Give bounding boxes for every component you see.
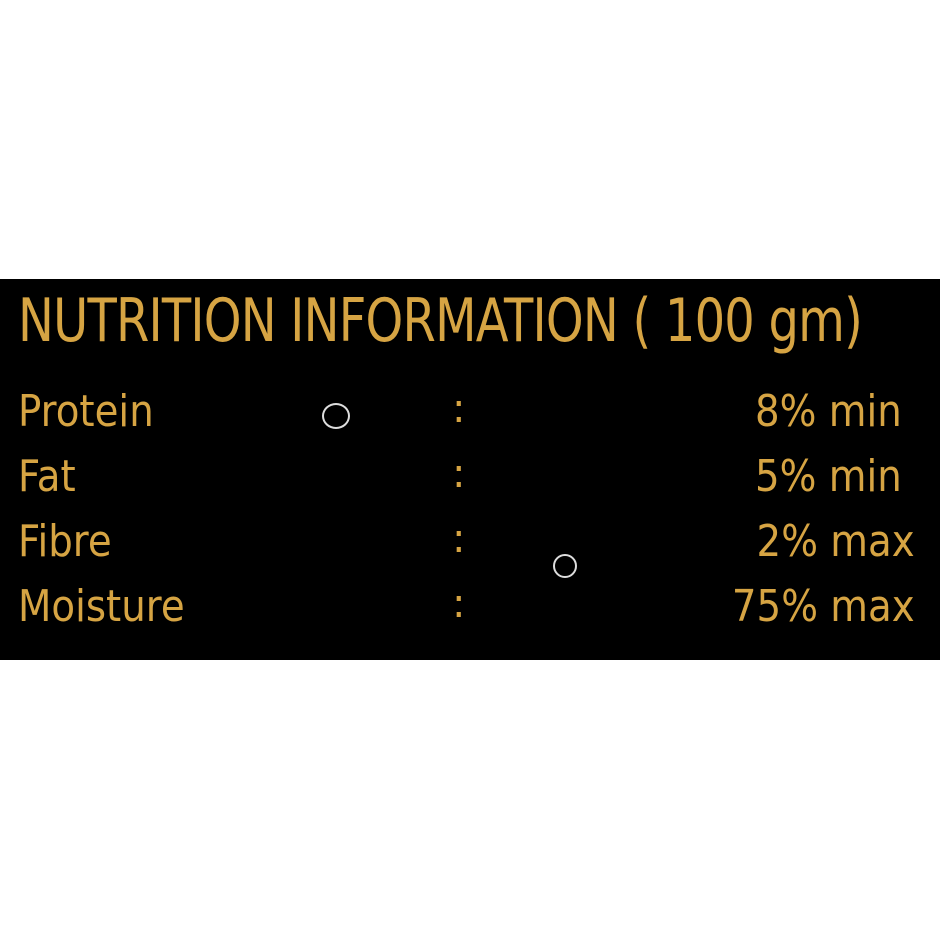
row-value: 75% max bbox=[732, 581, 915, 632]
circle-mark-icon bbox=[322, 403, 350, 429]
nutrition-row-protein: Protein : 8% min bbox=[0, 386, 940, 446]
nutrition-row-fat: Fat : 5% min bbox=[0, 451, 940, 511]
row-label: Protein bbox=[18, 386, 154, 437]
row-separator: : bbox=[452, 386, 466, 432]
row-label: Fibre bbox=[18, 516, 112, 567]
row-separator: : bbox=[452, 516, 466, 562]
row-value: 8% min bbox=[755, 386, 902, 437]
row-value: 2% max bbox=[756, 516, 915, 567]
row-separator: : bbox=[452, 451, 466, 497]
nutrition-row-fibre: Fibre : 2% max bbox=[0, 516, 940, 576]
nutrition-row-moisture: Moisture : 75% max bbox=[0, 581, 940, 641]
row-label: Fat bbox=[18, 451, 76, 502]
row-label: Moisture bbox=[18, 581, 185, 632]
row-value: 5% min bbox=[755, 451, 902, 502]
nutrition-panel bbox=[0, 279, 940, 660]
nutrition-title: NUTRITION INFORMATION ( 100 gm) bbox=[18, 286, 863, 356]
circle-mark-icon bbox=[553, 554, 577, 578]
row-separator: : bbox=[452, 581, 466, 627]
